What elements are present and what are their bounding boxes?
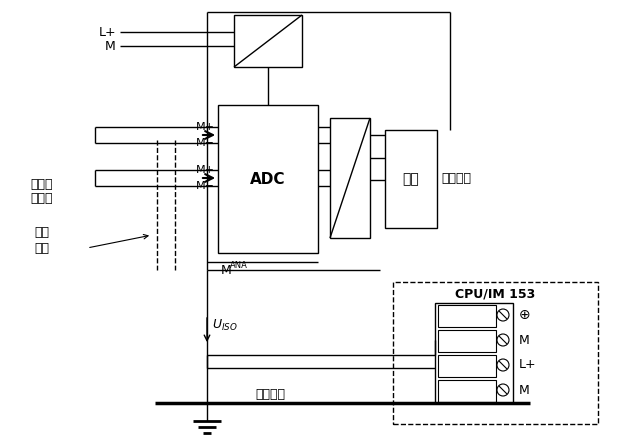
Bar — [330, 118, 370, 238]
Text: $U_{ISO}$: $U_{ISO}$ — [212, 318, 238, 333]
Text: 电隔离: 电隔离 — [31, 178, 54, 191]
Bar — [234, 15, 302, 67]
Text: ⊕: ⊕ — [519, 308, 531, 322]
Text: 推荐: 推荐 — [34, 227, 50, 240]
Text: M−: M− — [196, 181, 215, 191]
Text: M+: M+ — [196, 165, 215, 175]
Text: 连接: 连接 — [34, 241, 50, 255]
Text: M: M — [519, 384, 530, 396]
Circle shape — [497, 384, 509, 396]
Text: M+: M+ — [196, 122, 215, 132]
Circle shape — [497, 309, 509, 321]
Text: M: M — [105, 40, 116, 53]
Bar — [438, 355, 496, 377]
Bar — [438, 330, 496, 352]
Text: L+: L+ — [98, 25, 116, 38]
Text: ANA: ANA — [230, 261, 248, 271]
Circle shape — [497, 334, 509, 346]
Bar — [435, 303, 513, 403]
Text: M: M — [519, 334, 530, 347]
Text: 接地干线: 接地干线 — [255, 388, 285, 401]
Bar — [393, 282, 598, 424]
Bar — [385, 130, 437, 228]
Bar — [218, 105, 318, 253]
Text: M−: M− — [196, 138, 215, 148]
Bar — [438, 380, 496, 402]
Text: M: M — [221, 264, 232, 277]
Text: 背板总线: 背板总线 — [441, 173, 471, 186]
Text: 逻辑: 逻辑 — [403, 172, 419, 186]
Bar — [438, 305, 496, 327]
Text: L+: L+ — [519, 359, 536, 372]
Text: ADC: ADC — [250, 172, 286, 186]
Text: 传感器: 传感器 — [31, 191, 54, 205]
Circle shape — [497, 359, 509, 371]
Text: CPU/IM 153: CPU/IM 153 — [455, 288, 535, 301]
